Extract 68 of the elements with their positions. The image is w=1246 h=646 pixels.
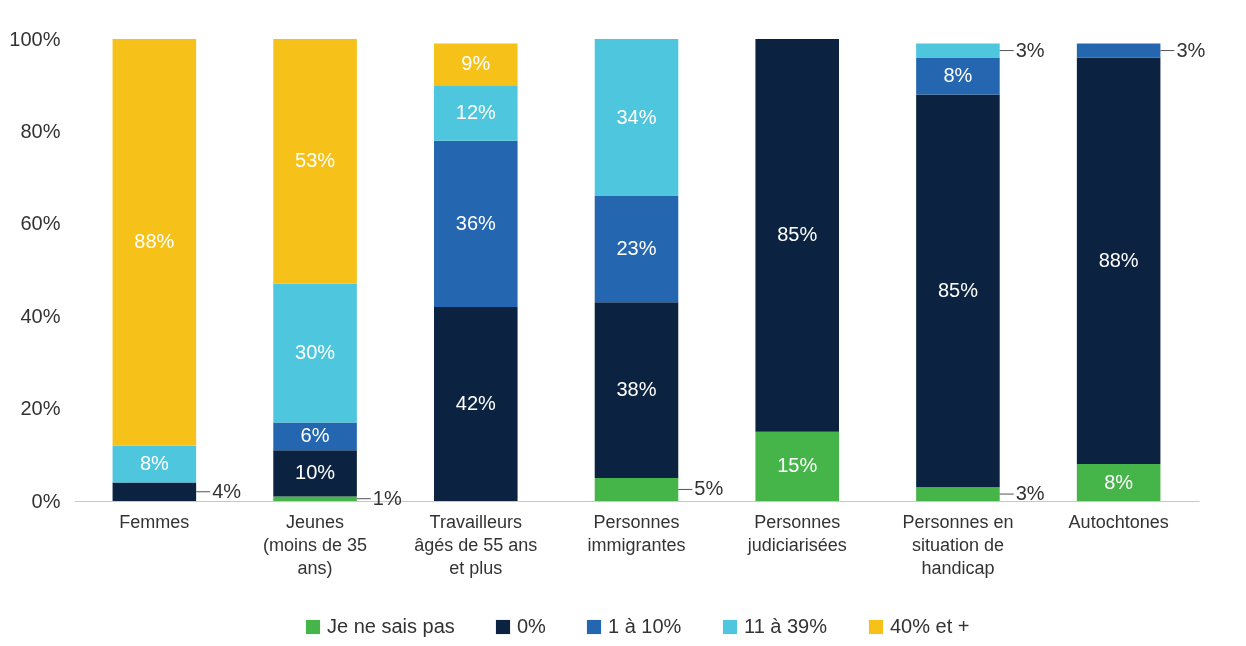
bar [112, 39, 197, 446]
bar [594, 302, 679, 478]
y-tick-label: 60% [20, 212, 61, 235]
x-tick-label: Femmes [119, 511, 190, 532]
y-tick-label: 80% [20, 119, 61, 142]
data-label: 3% [1176, 38, 1206, 61]
data-label: 34% [616, 105, 657, 128]
y-tick-label: 20% [20, 397, 61, 420]
bar [1076, 43, 1161, 58]
data-label: 8% [139, 452, 170, 475]
bar [273, 496, 357, 501]
data-label: 23% [616, 237, 657, 260]
bar [916, 487, 1000, 501]
x-tick-label: Travailleurs âgés de 55 ans et plus [414, 511, 538, 578]
data-label: 42% [455, 391, 497, 414]
legend-label: 0% [517, 615, 547, 637]
data-label: 85% [777, 223, 818, 246]
bar [594, 477, 679, 501]
bar [434, 140, 518, 307]
data-label: 8% [1104, 470, 1134, 493]
data-label: 9% [461, 52, 491, 75]
data-label: 3% [1015, 38, 1045, 61]
data-label: 12% [455, 100, 497, 123]
legend-label: 40% et + [890, 615, 970, 637]
data-label: 10% [295, 461, 336, 484]
x-tick-label: Personnes en situation de handicap [902, 511, 1014, 578]
data-label: 53% [295, 149, 336, 172]
bar [916, 57, 1000, 95]
data-label: 36% [455, 211, 497, 234]
data-label: 5% [694, 477, 724, 500]
bar [273, 450, 357, 497]
data-label: 15% [777, 454, 818, 477]
data-label: 6% [300, 424, 330, 447]
data-label: 8% [943, 63, 973, 86]
y-tick-label: 40% [20, 304, 61, 327]
bar [1076, 57, 1161, 465]
bar [273, 422, 357, 451]
data-label: 88% [1098, 248, 1139, 271]
bar [916, 43, 1000, 58]
bar [273, 283, 357, 423]
data-label: 38% [616, 378, 657, 401]
bar [434, 43, 518, 86]
data-label: 85% [937, 278, 979, 301]
y-tick-label: 0% [31, 489, 61, 512]
bar [273, 39, 357, 284]
x-tick-label: Jeunes (moins de 35 ans) [263, 511, 368, 578]
bar [112, 445, 197, 483]
data-label: 3% [1015, 482, 1045, 505]
bar [112, 482, 197, 501]
legend-label: Je ne sais pas [327, 615, 455, 637]
x-tick-label: Personnes judiciarisées [746, 511, 847, 555]
bar [434, 85, 518, 141]
legend-label: 1 à 10% [608, 615, 682, 637]
bar [594, 39, 679, 197]
data-label: 1% [372, 486, 402, 509]
bar [916, 94, 1000, 488]
data-label: 30% [295, 341, 336, 364]
bar [755, 431, 839, 501]
y-tick-label: 100% [9, 27, 61, 50]
bar [1076, 464, 1161, 501]
data-label: 4% [212, 479, 242, 502]
data-label: 88% [134, 230, 175, 253]
bar [594, 196, 679, 303]
legend-label: 11 à 39% [744, 615, 828, 637]
bar [434, 306, 518, 501]
x-tick-label: Autochtones [1068, 511, 1169, 532]
x-tick-label: Personnes immigrantes [587, 511, 686, 555]
bar [755, 39, 839, 432]
